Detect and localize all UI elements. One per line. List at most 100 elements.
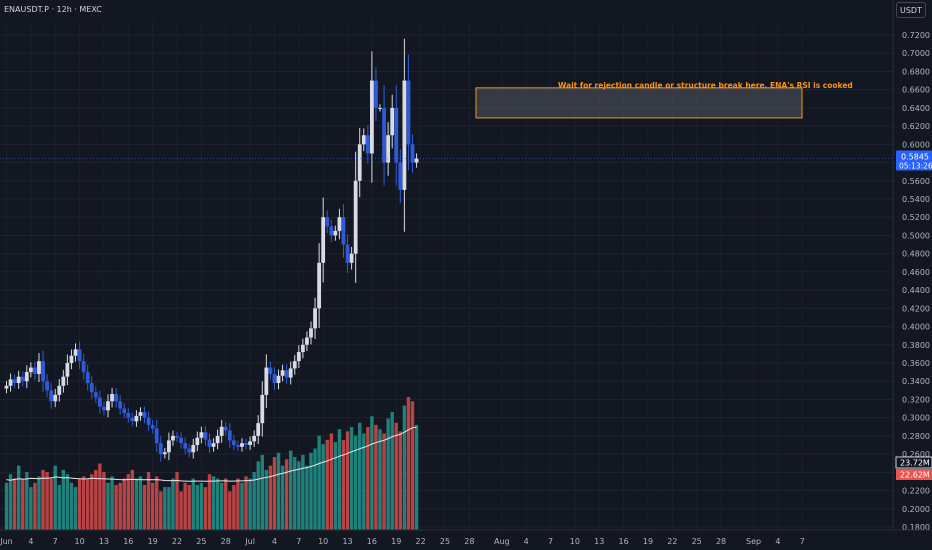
volume-bar: [98, 463, 102, 530]
candle-body: [386, 135, 391, 163]
candle-body: [252, 435, 257, 442]
candle-body: [126, 413, 131, 418]
candle-body: [337, 217, 342, 231]
candle-body: [313, 308, 317, 329]
candle: [268, 361, 273, 380]
candle-body: [16, 376, 21, 384]
candle: [73, 343, 78, 362]
candle: [248, 436, 252, 450]
volume-bar: [126, 474, 130, 530]
candle: [106, 394, 110, 418]
y-tick-label: 0.5000: [902, 231, 930, 240]
candle-body: [150, 424, 155, 429]
zone-annotation: Wait for rejection candle or structure b…: [558, 81, 853, 90]
candle-body: [175, 435, 179, 438]
volume-tag-bg: [895, 456, 932, 469]
candle: [260, 381, 265, 437]
candle: [410, 134, 415, 173]
x-tick-label: 10: [570, 537, 580, 546]
candle-body: [309, 328, 313, 338]
volume-bar: [219, 482, 224, 530]
candle-body: [102, 406, 106, 411]
candle: [167, 432, 171, 461]
volume-bar: [203, 487, 208, 530]
volume-bar: [293, 457, 297, 530]
volume-bar: [57, 484, 61, 530]
x-tick-label: 7: [296, 537, 301, 546]
candle-body: [110, 393, 114, 402]
candle-body: [167, 440, 171, 453]
volume-bar: [81, 476, 86, 530]
y-tick-label: 0.5600: [902, 177, 930, 186]
x-tick-label: 10: [74, 537, 84, 546]
volume-bar: [94, 469, 98, 530]
volume-bar: [179, 491, 183, 530]
candle-body: [398, 162, 403, 190]
candle-body: [284, 370, 289, 378]
candle: [89, 376, 94, 399]
candle: [313, 297, 317, 340]
y-tick-label: 0.2200: [902, 487, 930, 496]
candle: [349, 246, 354, 270]
candle-body: [268, 367, 273, 374]
y-tick-label: 0.4000: [902, 323, 930, 332]
volume-bar: [146, 472, 151, 530]
volume-bar: [353, 435, 358, 530]
volume-bar: [402, 405, 407, 530]
x-tick-label: 13: [99, 537, 109, 546]
volume-bar: [138, 476, 143, 530]
candle: [8, 373, 13, 392]
x-tick-label: 13: [342, 537, 352, 546]
volume-bar: [106, 482, 110, 530]
candle-body: [361, 135, 366, 145]
x-tick-label: 19: [643, 537, 653, 546]
volume-bar: [4, 482, 9, 530]
candle-body: [231, 440, 236, 445]
currency-button[interactable]: USDT: [896, 2, 926, 18]
candle: [61, 369, 66, 393]
x-tick-label: 28: [716, 537, 726, 546]
volume-bar: [114, 484, 118, 530]
volume-bar: [280, 465, 285, 530]
volume-bar: [90, 474, 94, 530]
volume-bar: [142, 484, 147, 530]
y-tick-label: 0.2800: [902, 432, 930, 441]
candle: [16, 370, 21, 389]
y-tick-label: 0.6600: [902, 86, 930, 95]
volume-tag-bg: [896, 469, 932, 480]
volume-bar: [25, 472, 29, 530]
candle-body: [410, 144, 415, 163]
symbol-label: ENAUSDT.P · 12h · MEXC: [4, 5, 102, 14]
candle-body: [390, 107, 395, 136]
volume-bar: [16, 465, 21, 530]
candle-body: [134, 415, 139, 422]
candle: [65, 354, 70, 386]
candle: [365, 125, 370, 164]
candle-body: [146, 417, 151, 425]
candle-body: [264, 367, 269, 395]
candle-body: [276, 375, 281, 384]
volume-bar: [398, 431, 403, 530]
candle: [118, 395, 123, 415]
candle: [146, 411, 151, 432]
candle-body: [280, 370, 285, 376]
candle: [288, 361, 293, 385]
candle: [203, 426, 208, 446]
candle-body: [138, 412, 143, 416]
candle: [223, 421, 228, 436]
candle: [394, 85, 399, 186]
x-tick-label: Jul: [244, 537, 255, 546]
candle: [382, 85, 386, 186]
x-tick-label: 4: [272, 537, 277, 546]
volume-bar: [118, 482, 122, 530]
candle-body: [203, 432, 208, 440]
volume-bar: [228, 491, 232, 530]
y-tick-label: 0.3000: [902, 414, 930, 423]
candle: [69, 349, 74, 370]
candle-body: [20, 376, 25, 382]
candle: [122, 403, 127, 419]
candle-body: [118, 401, 123, 409]
candle: [53, 389, 58, 408]
x-tick-label: 16: [367, 537, 377, 546]
